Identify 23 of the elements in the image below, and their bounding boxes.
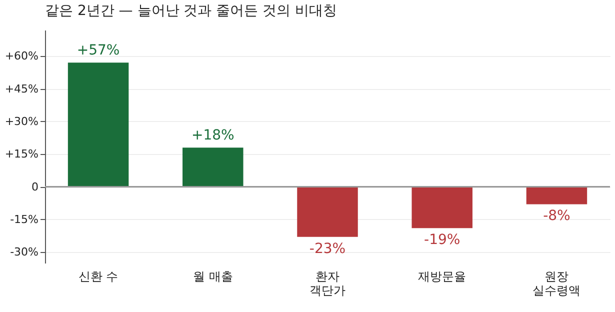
data-label: -8% (543, 208, 570, 224)
x-tick-label: 재방문율 (418, 270, 466, 284)
data-label: -23% (309, 240, 346, 257)
x-tick-label: 환자 객단가 (310, 270, 346, 298)
y-tick-label: 0 (32, 180, 38, 194)
y-tick-label: +30% (4, 114, 38, 128)
x-tick-label: 원장 실수령액 (532, 270, 581, 298)
y-tick-label: -30% (10, 246, 38, 259)
data-label: +18% (191, 128, 234, 144)
bar (68, 62, 129, 187)
bar (412, 186, 472, 228)
y-tick-label: +15% (4, 148, 38, 161)
x-tick-label: 신환 수 (78, 270, 118, 284)
y-tick-label: +60% (4, 50, 38, 63)
bar (297, 186, 358, 237)
chart-title: 같은 2년간 — 늘어난 것과 줄어든 것의 비대칭 (45, 3, 338, 19)
bar (526, 186, 588, 204)
data-label: -19% (424, 232, 460, 248)
y-tick-label: -15% (10, 212, 38, 226)
y-tick-label: +45% (4, 82, 38, 96)
x-tick-label: 월 매출 (192, 270, 233, 284)
data-label: +57% (76, 42, 120, 59)
bar (182, 148, 244, 187)
